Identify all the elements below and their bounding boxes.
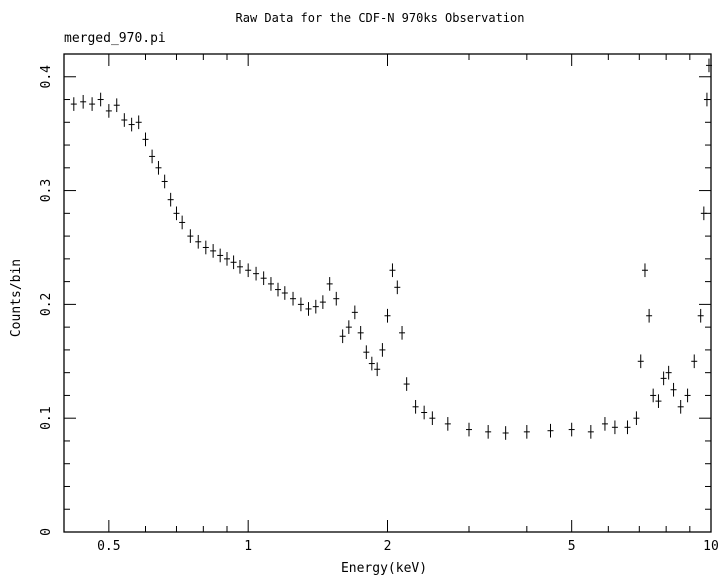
data-point — [384, 308, 391, 323]
data-point — [547, 423, 554, 438]
data-point — [333, 291, 340, 306]
data-point — [429, 411, 436, 426]
x-tick-label: 5 — [568, 539, 576, 554]
data-point — [633, 411, 640, 426]
data-point — [637, 354, 644, 369]
data-point — [412, 399, 419, 414]
x-tick-label: 1 — [244, 539, 252, 554]
data-point — [319, 295, 326, 309]
data-point — [523, 425, 530, 439]
data-point — [660, 371, 667, 386]
data-point — [210, 244, 217, 258]
data-point — [691, 354, 698, 369]
data-point — [135, 115, 142, 130]
data-point — [351, 305, 358, 320]
data-point — [70, 97, 77, 111]
data-point — [312, 299, 319, 314]
data-point — [149, 149, 156, 164]
data-point — [113, 98, 120, 113]
data-point — [697, 308, 704, 323]
data-point — [705, 58, 712, 73]
x-axis-label: Energy(keV) — [341, 561, 427, 576]
data-point — [394, 280, 401, 295]
data-point — [121, 113, 128, 127]
data-point — [339, 329, 346, 344]
data-point — [326, 277, 333, 291]
data-point — [403, 377, 410, 391]
data-point — [363, 345, 370, 360]
data-point — [444, 417, 451, 431]
data-point — [641, 263, 648, 278]
data-point — [230, 255, 237, 270]
data-point — [217, 248, 224, 263]
data-point — [357, 326, 364, 340]
data-point — [502, 426, 509, 440]
data-point — [195, 234, 202, 249]
data-point — [167, 192, 174, 207]
data-point — [202, 240, 209, 255]
data-point — [80, 94, 87, 109]
data-point — [368, 356, 375, 371]
x-tick-label: 2 — [384, 539, 392, 554]
data-point — [290, 291, 297, 306]
data-series — [70, 58, 712, 440]
data-point — [245, 263, 252, 278]
data-point — [267, 277, 274, 291]
data-point — [374, 362, 381, 377]
axis-ticks: 0.5 1 2 5 10 0 0.1 0.2 0.3 0.4 — [39, 54, 719, 554]
data-point — [700, 206, 707, 221]
data-point — [684, 388, 691, 403]
x-tick-label: 10 — [703, 539, 719, 554]
y-tick-label: 0.1 — [39, 406, 54, 429]
data-point — [345, 320, 352, 334]
data-point — [187, 229, 194, 243]
data-point — [281, 286, 288, 300]
data-point — [587, 425, 594, 439]
data-point — [253, 266, 260, 281]
data-point — [155, 160, 162, 175]
data-point — [399, 326, 406, 340]
plot-frame — [63, 53, 712, 533]
data-point — [465, 422, 472, 437]
data-point — [275, 282, 282, 297]
data-point — [611, 420, 618, 435]
data-point — [142, 132, 149, 147]
data-point — [677, 399, 684, 414]
data-point — [421, 405, 428, 420]
y-tick-label: 0 — [39, 528, 54, 536]
data-point — [624, 420, 631, 435]
data-point — [665, 365, 672, 380]
data-point — [179, 215, 186, 230]
data-point — [97, 92, 104, 107]
data-point — [128, 117, 135, 132]
y-tick-label: 0.3 — [39, 179, 54, 202]
data-point — [646, 308, 653, 323]
data-point — [305, 302, 312, 316]
y-tick-label: 0.2 — [39, 293, 54, 316]
data-point — [655, 394, 662, 408]
data-point — [89, 97, 96, 111]
chart-title: Raw Data for the CDF-N 970ks Observation — [236, 11, 525, 25]
data-point — [485, 425, 492, 439]
data-point — [161, 174, 168, 189]
data-point — [568, 422, 575, 437]
data-point — [601, 417, 608, 431]
data-point — [173, 206, 180, 221]
data-point — [703, 92, 710, 107]
data-point — [223, 252, 230, 266]
y-axis-label: Counts/bin — [9, 259, 24, 337]
data-point — [670, 382, 677, 397]
data-point — [260, 271, 267, 286]
data-point — [105, 104, 112, 118]
data-point — [297, 297, 304, 312]
chart-subtitle: merged_970.pi — [64, 31, 166, 46]
y-tick-label: 0.4 — [39, 65, 54, 89]
x-tick-label: 0.5 — [97, 539, 120, 554]
data-point — [379, 343, 386, 357]
data-point — [236, 259, 243, 274]
data-point — [389, 263, 396, 278]
data-point — [650, 388, 657, 403]
